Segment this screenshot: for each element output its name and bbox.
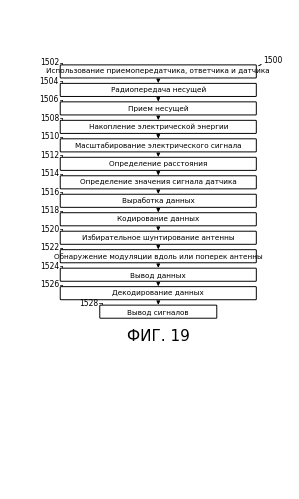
Text: Определение значения сигнала датчика: Определение значения сигнала датчика — [80, 179, 237, 185]
Text: 1520: 1520 — [40, 225, 59, 234]
FancyBboxPatch shape — [60, 83, 256, 96]
Text: 1506: 1506 — [40, 95, 59, 104]
FancyBboxPatch shape — [60, 286, 256, 300]
Text: 1518: 1518 — [40, 206, 59, 215]
Text: Вывод данных: Вывод данных — [130, 272, 186, 278]
Text: Обнаружение модуляции вдоль или поперек антенны: Обнаружение модуляции вдоль или поперек … — [54, 253, 263, 259]
FancyBboxPatch shape — [100, 305, 217, 318]
FancyBboxPatch shape — [60, 250, 256, 263]
FancyBboxPatch shape — [60, 157, 256, 170]
Text: 1512: 1512 — [40, 151, 59, 160]
FancyBboxPatch shape — [60, 176, 256, 189]
Text: 1500: 1500 — [264, 56, 283, 65]
FancyBboxPatch shape — [60, 120, 256, 133]
Text: 1526: 1526 — [40, 280, 59, 289]
FancyBboxPatch shape — [60, 231, 256, 245]
Text: Определение расстояния: Определение расстояния — [109, 161, 208, 167]
Text: 1502: 1502 — [40, 58, 59, 67]
Text: Использование приемопередатчика, ответчика и датчика: Использование приемопередатчика, ответчи… — [46, 68, 270, 74]
FancyBboxPatch shape — [60, 65, 256, 78]
Text: ФИГ. 19: ФИГ. 19 — [127, 329, 190, 344]
Text: Масштабирование электрического сигнала: Масштабирование электрического сигнала — [75, 142, 242, 149]
FancyBboxPatch shape — [60, 268, 256, 281]
Text: 1528: 1528 — [80, 299, 99, 308]
Text: 1524: 1524 — [40, 262, 59, 271]
Text: Накопление электрической энергии: Накопление электрической энергии — [89, 124, 228, 130]
FancyBboxPatch shape — [60, 194, 256, 208]
Text: 1508: 1508 — [40, 114, 59, 123]
Text: 1522: 1522 — [40, 243, 59, 252]
Text: 1504: 1504 — [40, 77, 59, 86]
Text: Декодирование данных: Декодирование данных — [112, 290, 204, 296]
Text: Избирательное шунтирование антенны: Избирательное шунтирование антенны — [82, 235, 235, 241]
Text: 1516: 1516 — [40, 188, 59, 197]
Text: Кодирование данных: Кодирование данных — [117, 216, 199, 222]
Text: Выработка данных: Выработка данных — [122, 198, 195, 204]
FancyBboxPatch shape — [60, 139, 256, 152]
Text: Вывод сигналов: Вывод сигналов — [127, 309, 189, 315]
Text: Радиопередача несущей: Радиопередача несущей — [111, 87, 206, 93]
Text: 1514: 1514 — [40, 169, 59, 178]
FancyBboxPatch shape — [60, 102, 256, 115]
Text: 1510: 1510 — [40, 132, 59, 141]
FancyBboxPatch shape — [60, 213, 256, 226]
Text: Прием несущей: Прием несущей — [128, 105, 189, 112]
